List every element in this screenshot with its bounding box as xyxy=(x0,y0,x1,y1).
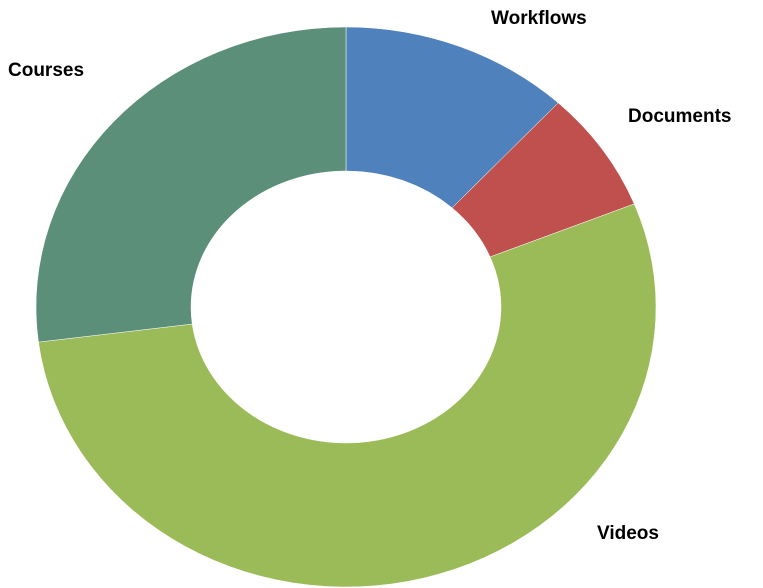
slice-label: Documents xyxy=(628,106,731,127)
donut xyxy=(35,26,657,588)
slice xyxy=(35,26,347,343)
slice-label: Workflows xyxy=(491,8,587,29)
slice-label: Videos xyxy=(597,523,659,544)
slice xyxy=(38,203,657,588)
slice-label: Courses xyxy=(8,60,84,81)
